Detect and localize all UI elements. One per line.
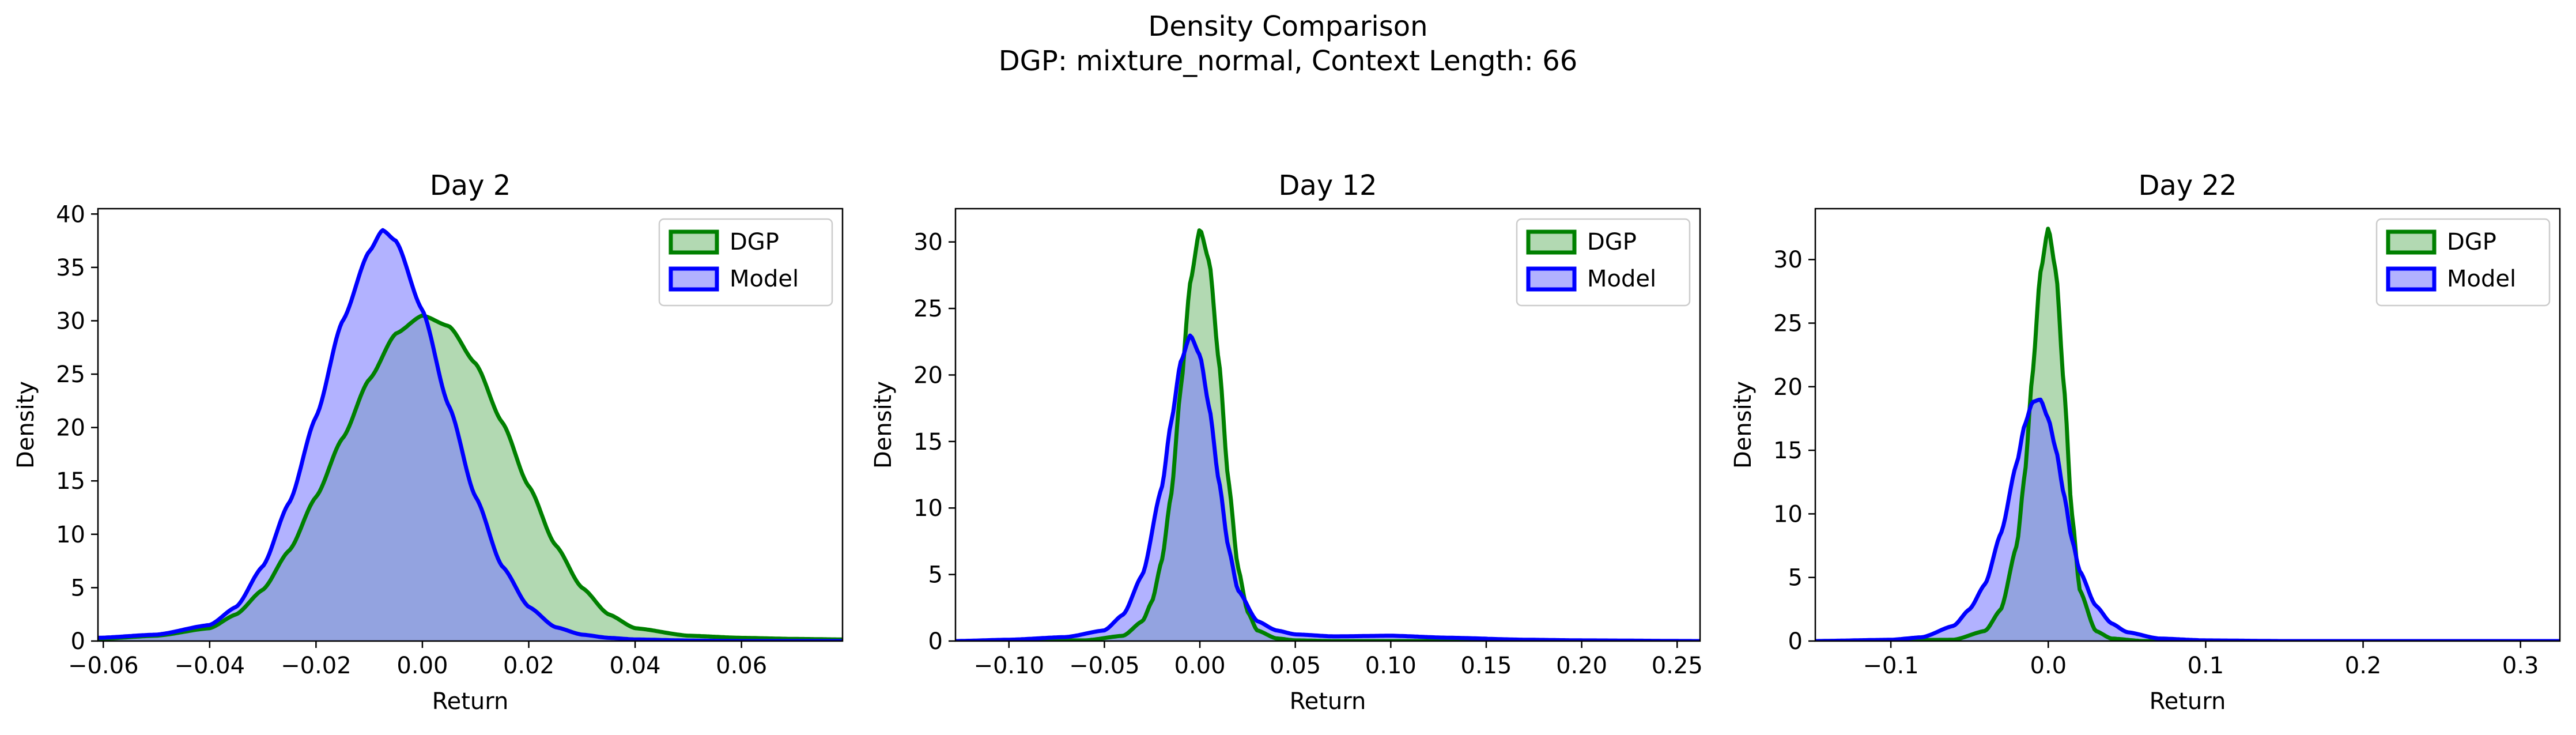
y-tick-label: 5 xyxy=(928,562,943,589)
legend: DGP Model xyxy=(2375,218,2551,307)
x-tick-label: 0.04 xyxy=(610,653,661,679)
y-tick-label: 30 xyxy=(56,308,85,334)
y-tick-label: 5 xyxy=(1788,565,1803,591)
legend-swatch-model xyxy=(668,266,719,292)
x-tick-label: 0.25 xyxy=(1652,653,1703,679)
x-tick-label: 0.00 xyxy=(1174,653,1226,679)
legend-swatch-model xyxy=(1526,266,1577,292)
panel-title: Day 12 xyxy=(1278,169,1377,202)
panel-3: −0.1 0.0 0.1 0.2 0.3 0 5 10 15 20 25 30 Day 22 Return… xyxy=(1730,169,2561,715)
legend: DGP Model xyxy=(658,218,833,307)
x-tick-label: −0.10 xyxy=(973,653,1044,679)
x-tick-label: −0.06 xyxy=(68,653,139,679)
legend-label: DGP xyxy=(1587,229,1637,255)
x-axis-label: Return xyxy=(1290,688,1366,715)
y-tick-label: 15 xyxy=(1773,438,1803,464)
y-tick-label: 25 xyxy=(56,361,85,388)
y-tick-label: 15 xyxy=(56,468,85,495)
y-tick-label: 25 xyxy=(1773,311,1803,337)
dgp-density-line xyxy=(1815,227,2560,641)
model-density-fill xyxy=(98,230,843,641)
model-density-fill xyxy=(1815,399,2560,641)
y-tick-label: 10 xyxy=(56,522,85,548)
x-axis-label: Return xyxy=(2150,688,2226,715)
x-tick-label: −0.05 xyxy=(1069,653,1140,679)
panels: −0.06 −0.04 −0.02 0.00 0.02 0.04 0.06051015202… xyxy=(13,169,2561,715)
panel-2: −0.10 −0.05 0.00 0.05 0.10 0.15 0.20 0.25 0 5 10 15… xyxy=(870,169,1703,715)
x-tick-label: 0.10 xyxy=(1365,653,1417,679)
y-tick-label: 0 xyxy=(1788,628,1803,655)
panel-1: −0.06 −0.04 −0.02 0.00 0.02 0.04 0.06 0 5 10 15 20 2… xyxy=(13,169,844,715)
legend: DGP Model xyxy=(1516,218,1691,307)
x-tick-label: −0.04 xyxy=(175,653,245,679)
y-axis-label: Density xyxy=(13,381,39,469)
x-tick-label: 0.02 xyxy=(503,653,554,679)
y-tick-label: 0 xyxy=(71,628,85,655)
legend-label: Model xyxy=(1587,266,1656,292)
model-density-line xyxy=(1815,397,2560,641)
x-tick-label: 0.06 xyxy=(716,653,767,679)
figure-title: Density Comparison xyxy=(1148,10,1427,43)
plot-area xyxy=(1815,227,2560,641)
y-tick-label: 20 xyxy=(913,362,943,389)
legend-swatch-dgp xyxy=(668,229,719,255)
x-tick-label: 0.15 xyxy=(1460,653,1512,679)
y-tick-label: 20 xyxy=(56,415,85,442)
y-tick-label: 15 xyxy=(913,429,943,455)
x-tick-label: −0.1 xyxy=(1863,653,1919,679)
y-tick-label: 25 xyxy=(913,296,943,322)
figure-subtitle: DGP: mixture_normal, Context Length: 66 xyxy=(999,45,1578,77)
y-axis-label: Density xyxy=(870,381,897,469)
y-tick-label: 10 xyxy=(1773,501,1803,527)
legend-swatch-dgp xyxy=(1526,229,1577,255)
panel-title: Day 22 xyxy=(2138,169,2237,202)
y-tick-label: 40 xyxy=(56,201,85,228)
legend-label: DGP xyxy=(2447,229,2496,255)
y-tick-label: 0 xyxy=(928,628,943,655)
axes-frame xyxy=(1814,208,2561,642)
y-tick-label: 10 xyxy=(913,495,943,522)
x-tick-label: −0.02 xyxy=(281,653,352,679)
y-axis-label: Density xyxy=(1730,381,1757,469)
x-tick-label: 0.1 xyxy=(2188,653,2224,679)
axes-frame xyxy=(97,208,844,642)
panel-title: Day 2 xyxy=(430,169,511,202)
dgp-density-line xyxy=(98,314,843,641)
legend-swatch-dgp xyxy=(2386,229,2437,255)
x-tick-label: 0.0 xyxy=(2030,653,2067,679)
y-tick-label: 30 xyxy=(1773,247,1803,273)
legend-label: DGP xyxy=(730,229,779,255)
x-tick-label: 0.05 xyxy=(1270,653,1321,679)
x-tick-label: 0.3 xyxy=(2502,653,2539,679)
x-tick-label: 0.2 xyxy=(2345,653,2382,679)
legend-label: Model xyxy=(730,266,799,292)
axes-frame xyxy=(954,208,1701,642)
legend-label: Model xyxy=(2447,266,2516,292)
y-tick-label: 30 xyxy=(913,229,943,256)
x-tick-label: 0.20 xyxy=(1556,653,1607,679)
x-tick-label: 0.00 xyxy=(396,653,448,679)
y-tick-label: 20 xyxy=(1773,374,1803,401)
y-tick-label: 5 xyxy=(71,575,85,601)
legend-swatch-model xyxy=(2386,266,2437,292)
x-axis-label: Return xyxy=(432,688,509,715)
y-tick-label: 35 xyxy=(56,255,85,281)
